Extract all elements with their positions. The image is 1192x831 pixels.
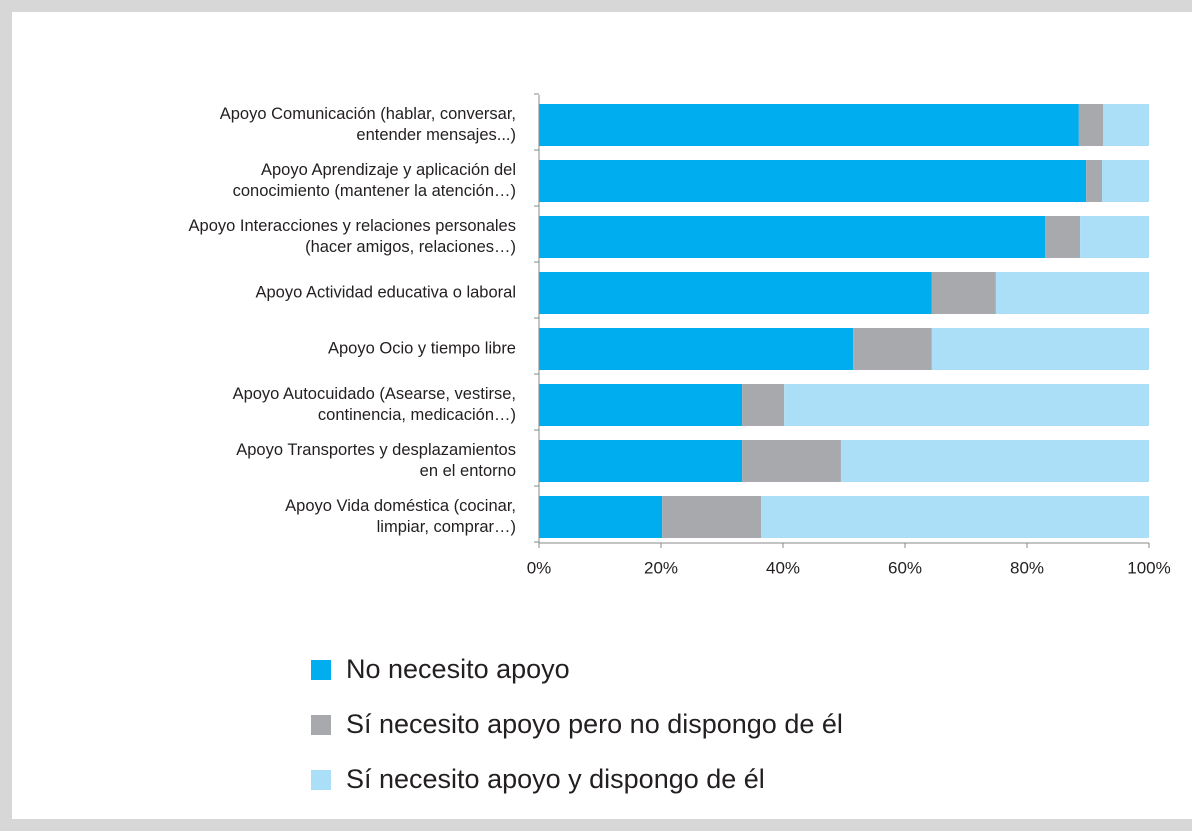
bar-segment: [539, 216, 1046, 258]
category-label: (hacer amigos, relaciones…): [305, 238, 516, 256]
bar-segment: [931, 272, 996, 314]
x-tick-label: 60%: [888, 558, 922, 577]
bar-segment: [539, 384, 743, 426]
category-label: entender mensajes...): [356, 126, 516, 144]
bar-segment: [662, 496, 762, 538]
bar-segment: [539, 104, 1079, 146]
category-label: Apoyo Comunicación (hablar, conversar,: [220, 105, 516, 123]
category-label: Apoyo Interacciones y relaciones persona…: [189, 217, 516, 235]
category-label: Apoyo Actividad educativa o laboral: [255, 283, 516, 301]
category-label: en el entorno: [420, 462, 516, 480]
bar-segment: [539, 160, 1087, 202]
category-label: conocimiento (mantener la atención…): [233, 182, 516, 200]
x-tick-label: 40%: [766, 558, 800, 577]
bar-segment: [1103, 104, 1149, 146]
category-label: limpiar, comprar…): [377, 518, 516, 536]
x-tick-label: 0%: [527, 558, 552, 577]
x-tick-label: 100%: [1127, 558, 1170, 577]
legend-label: Sí necesito apoyo pero no dispongo de él: [346, 709, 843, 739]
legend-swatch: [311, 660, 331, 680]
bar-segment: [853, 328, 932, 370]
bar-segment: [1078, 104, 1104, 146]
bar-segment: [539, 272, 932, 314]
legend-label: No necesito apoyo: [346, 654, 570, 684]
bar-segment: [761, 496, 1149, 538]
bar-segment: [1045, 216, 1081, 258]
bar-segment: [1080, 216, 1149, 258]
bar-segment: [539, 496, 663, 538]
legend-swatch: [311, 715, 331, 735]
category-label: Apoyo Vida doméstica (cocinar,: [285, 497, 516, 515]
bar-segment: [539, 328, 854, 370]
category-label: Apoyo Autocuidado (Asearse, vestirse,: [233, 385, 516, 403]
category-label: Apoyo Transportes y desplazamientos: [236, 441, 516, 459]
bar-segment: [995, 272, 1149, 314]
x-tick-label: 80%: [1010, 558, 1044, 577]
legend-label: Sí necesito apoyo y dispongo de él: [346, 764, 765, 794]
x-tick-label: 20%: [644, 558, 678, 577]
category-label: continencia, medicación…): [318, 406, 516, 424]
bar-segment: [539, 440, 743, 482]
bar-segment: [931, 328, 1149, 370]
category-label: Apoyo Ocio y tiempo libre: [328, 339, 516, 357]
bar-segment: [840, 440, 1149, 482]
bar-segment: [742, 384, 785, 426]
legend-swatch: [311, 770, 331, 790]
bar-segment: [742, 440, 841, 482]
bar-segment: [1086, 160, 1103, 202]
bar-segment: [784, 384, 1149, 426]
category-label: Apoyo Aprendizaje y aplicación del: [261, 161, 516, 179]
bar-segment: [1102, 160, 1149, 202]
